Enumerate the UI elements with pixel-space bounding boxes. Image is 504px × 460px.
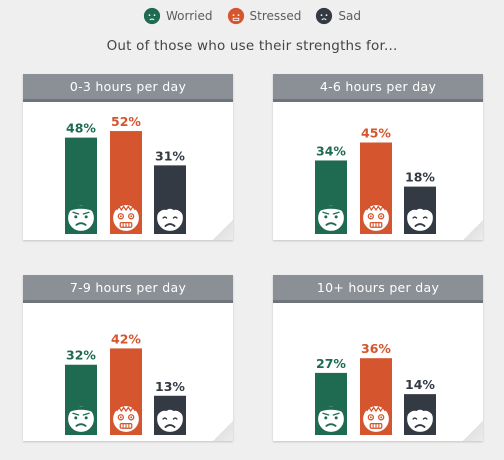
panel-10-plus-hours: 10+ hours per day 27% 36% 14%	[273, 275, 483, 441]
legend-label-stressed: Stressed	[249, 9, 302, 23]
page-fold	[213, 421, 233, 441]
bar-chart: 32% 42% 13%	[65, 331, 186, 435]
stressed-face-icon	[361, 203, 391, 233]
stressed-face-icon	[361, 404, 391, 434]
bar-value-label: 13%	[155, 379, 185, 394]
worried-face-icon	[316, 203, 346, 233]
sad-face-icon	[405, 404, 435, 434]
worried-face-icon	[66, 404, 96, 434]
bar-value-label: 31%	[155, 148, 185, 163]
legend-item-worried: Worried	[143, 7, 213, 25]
panel-7-9-hours: 7-9 hours per day 32% 42% 13%	[23, 275, 233, 441]
panel-4-6-hours: 4-6 hours per day 34% 45% 18%	[273, 74, 483, 240]
panel-title: 4-6 hours per day	[273, 74, 483, 102]
sad-face-icon	[405, 203, 435, 233]
legend-label-sad: Sad	[338, 9, 361, 23]
chart-subtitle: Out of those who use their strengths for…	[106, 38, 398, 54]
bar-chart: 34% 45% 18%	[315, 126, 436, 234]
stressed-face-icon	[227, 7, 244, 25]
sad-face-icon	[155, 203, 185, 233]
panel-title: 0-3 hours per day	[23, 74, 233, 102]
panel-title: 10+ hours per day	[273, 275, 483, 303]
bar-value-label: 45%	[361, 126, 391, 141]
legend-item-stressed: Stressed	[227, 7, 302, 25]
panel-title: 7-9 hours per day	[23, 275, 233, 303]
bar-value-label: 48%	[66, 121, 96, 136]
page-fold	[463, 220, 483, 240]
worried-face-icon	[66, 203, 96, 233]
bar-value-label: 52%	[111, 114, 141, 129]
bar-value-label: 42%	[111, 331, 141, 346]
bar-value-label: 36%	[361, 341, 391, 356]
bar-value-label: 27%	[316, 356, 346, 371]
legend-label-worried: Worried	[166, 9, 213, 23]
bar-value-label: 18%	[405, 170, 435, 185]
panel-0-3-hours: 0-3 hours per day 48% 52% 31%	[23, 74, 233, 240]
legend-item-sad: Sad	[315, 7, 361, 25]
bar-value-label: 32%	[66, 348, 96, 363]
stressed-face-icon	[111, 404, 141, 434]
page-fold	[213, 220, 233, 240]
bar-chart: 27% 36% 14%	[315, 341, 436, 435]
bar-value-label: 34%	[316, 143, 346, 158]
worried-face-icon	[143, 7, 161, 25]
sad-face-icon	[316, 7, 333, 25]
sad-face-icon	[155, 404, 185, 434]
bar-value-label: 14%	[405, 377, 435, 392]
bar-chart: 48% 52% 31%	[65, 114, 186, 234]
page-fold	[463, 421, 483, 441]
worried-face-icon	[316, 404, 346, 434]
legend: Worried Stressed Sad	[0, 6, 504, 26]
stressed-face-icon	[111, 203, 141, 233]
